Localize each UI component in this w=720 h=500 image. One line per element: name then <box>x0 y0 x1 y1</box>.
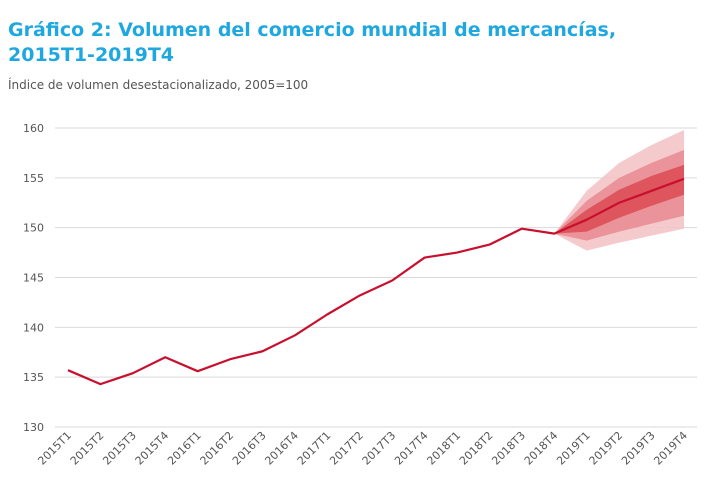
x-tick-label: 2018T4 <box>522 429 561 468</box>
x-tick-label: 2018T3 <box>489 429 528 468</box>
x-tick-label: 2016T3 <box>230 429 269 468</box>
fan-band-inner <box>554 164 684 234</box>
x-tick-label: 2017T1 <box>295 429 334 468</box>
y-tick-label: 130 <box>23 421 44 434</box>
x-tick-label: 2015T4 <box>133 429 172 468</box>
x-tick-label: 2019T4 <box>651 429 690 468</box>
y-tick-label: 140 <box>23 321 44 334</box>
x-tick-label: 2019T3 <box>619 429 658 468</box>
x-tick-label: 2015T1 <box>35 429 74 468</box>
y-tick-label: 160 <box>23 122 44 135</box>
chart-title: Gráfico 2: Volumen del comercio mundial … <box>8 19 617 66</box>
y-tick-label: 155 <box>23 172 44 185</box>
x-tick-label: 2018T1 <box>424 429 463 468</box>
x-tick-label: 2019T1 <box>554 429 593 468</box>
x-tick-label: 2017T2 <box>327 429 366 468</box>
y-tick-label: 150 <box>23 222 44 235</box>
x-tick-label: 2019T2 <box>587 429 626 468</box>
x-tick-label: 2015T2 <box>68 429 107 468</box>
y-tick-label: 145 <box>23 272 44 285</box>
x-tick-label: 2018T2 <box>457 429 496 468</box>
x-tick-label: 2016T2 <box>198 429 237 468</box>
x-tick-label: 2015T3 <box>100 429 139 468</box>
x-tick-label: 2017T3 <box>360 429 399 468</box>
x-tick-label: 2016T4 <box>262 429 301 468</box>
series-line <box>67 177 685 386</box>
y-tick-label: 135 <box>23 371 44 384</box>
x-tick-label: 2016T1 <box>165 429 204 468</box>
chart-subtitle: Índice de volumen desestacionalizado, 20… <box>8 78 309 92</box>
x-tick-label: 2017T4 <box>392 429 431 468</box>
